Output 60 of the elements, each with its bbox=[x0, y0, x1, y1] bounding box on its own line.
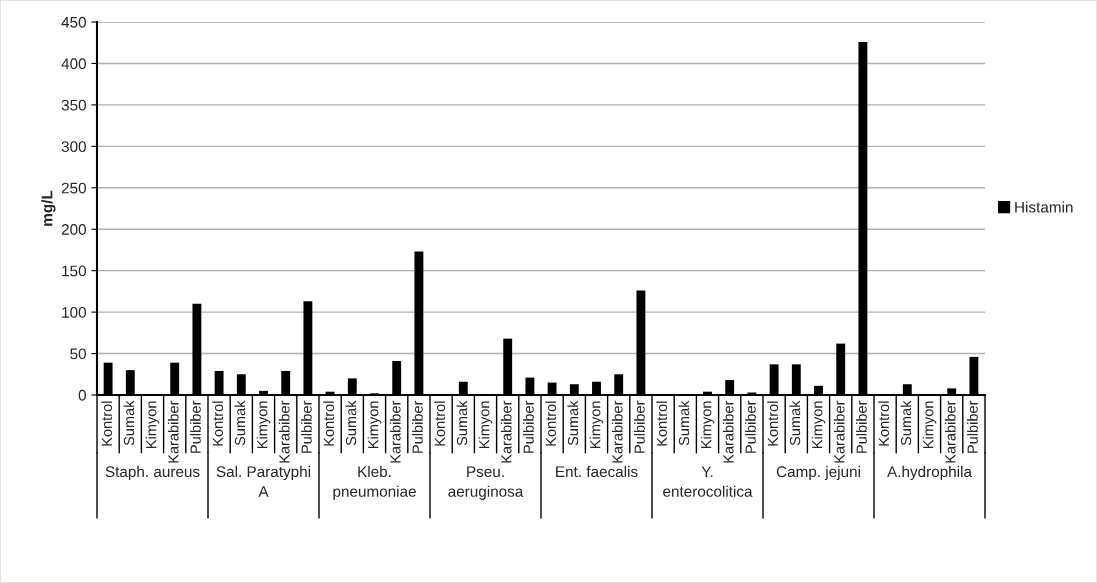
y-tick-label: 100 bbox=[62, 306, 86, 318]
text: Camp. jejuni bbox=[776, 465, 860, 481]
x-tick-label: Kontrol bbox=[878, 401, 890, 446]
x-tick-label: Sumak bbox=[123, 400, 135, 446]
x-tick-label: Pulbiber bbox=[634, 400, 645, 453]
x-tick-label: Kimyon bbox=[478, 401, 493, 448]
x-tick-label: Pulbiber bbox=[967, 400, 978, 453]
x-tick-label: Kontrol bbox=[212, 401, 224, 446]
x-tick-label: Sumak bbox=[567, 400, 579, 446]
legend-label: Histamin bbox=[1015, 201, 1073, 213]
x-tick-label: Kimyon bbox=[367, 401, 382, 448]
x-tick-label: Kontrol bbox=[434, 401, 446, 446]
y-tick-label: 300 bbox=[61, 141, 86, 153]
x-tick-label: Karabiber bbox=[611, 400, 623, 463]
y-tick-label: 200 bbox=[61, 224, 86, 235]
x-tick-label: Karabiber bbox=[833, 400, 845, 463]
x-tick-label: Kimyon bbox=[589, 401, 604, 448]
y-tick-label: 350 bbox=[61, 99, 86, 111]
text: Pseu. aeruginosa bbox=[448, 466, 524, 500]
x-tick-label: Karabiber bbox=[167, 400, 179, 463]
x-tick-label: Kimyon bbox=[922, 401, 937, 448]
y-tick-label: 0 bbox=[78, 389, 86, 401]
x-tick-label: Pulbiber bbox=[745, 400, 756, 453]
x-tick-label: Sumak bbox=[456, 400, 468, 446]
x-tick-label: Kimyon bbox=[145, 401, 160, 448]
text: Staph. aureus bbox=[105, 465, 200, 481]
x-tick-label: Karabiber bbox=[944, 400, 956, 463]
text: Ent. faecalis bbox=[556, 465, 638, 478]
x-tick-label: Pulbiber bbox=[301, 400, 312, 453]
y-axis-title: mg/L bbox=[41, 190, 56, 226]
x-tick-label: Kontrol bbox=[323, 401, 335, 446]
x-tick-label: Sumak bbox=[900, 400, 912, 446]
y-tick-label: 250 bbox=[61, 182, 86, 194]
x-tick-label: Kimyon bbox=[700, 401, 715, 448]
x-tick-label: Kontrol bbox=[101, 401, 113, 446]
x-tick-label: Kontrol bbox=[545, 401, 557, 446]
text: A.hydrophila bbox=[887, 465, 972, 481]
y-tick-label: 400 bbox=[61, 58, 86, 70]
y-tick-label: 150 bbox=[62, 265, 86, 277]
x-tick-label: Sumak bbox=[234, 400, 246, 446]
x-tick-label: Pulbiber bbox=[190, 400, 201, 453]
x-tick-label: Pulbiber bbox=[412, 400, 423, 453]
x-tick-label: Kontrol bbox=[656, 401, 668, 446]
x-tick-label: Karabiber bbox=[722, 400, 734, 463]
x-tick-label: Kimyon bbox=[256, 401, 271, 448]
x-tick-label: Kimyon bbox=[811, 401, 826, 448]
x-tick-label: Kontrol bbox=[767, 401, 779, 446]
x-tick-label: Sumak bbox=[345, 400, 357, 446]
x-tick-label: Karabiber bbox=[278, 400, 290, 463]
text: Sal. Paratyphi A bbox=[216, 465, 311, 497]
text: Y. enterocolitica bbox=[663, 466, 753, 497]
x-tick-label: Pulbiber bbox=[523, 400, 534, 453]
text: Kleb. pneumoniae bbox=[333, 465, 416, 500]
y-tick-label: 450 bbox=[61, 16, 86, 28]
y-tick-label: 50 bbox=[70, 348, 86, 360]
x-tick-label: Karabiber bbox=[500, 400, 512, 463]
x-tick-label: Sumak bbox=[678, 400, 690, 446]
x-tick-label: Pulbiber bbox=[856, 400, 867, 453]
x-tick-label: Sumak bbox=[789, 400, 801, 446]
x-tick-label: Karabiber bbox=[389, 400, 401, 463]
